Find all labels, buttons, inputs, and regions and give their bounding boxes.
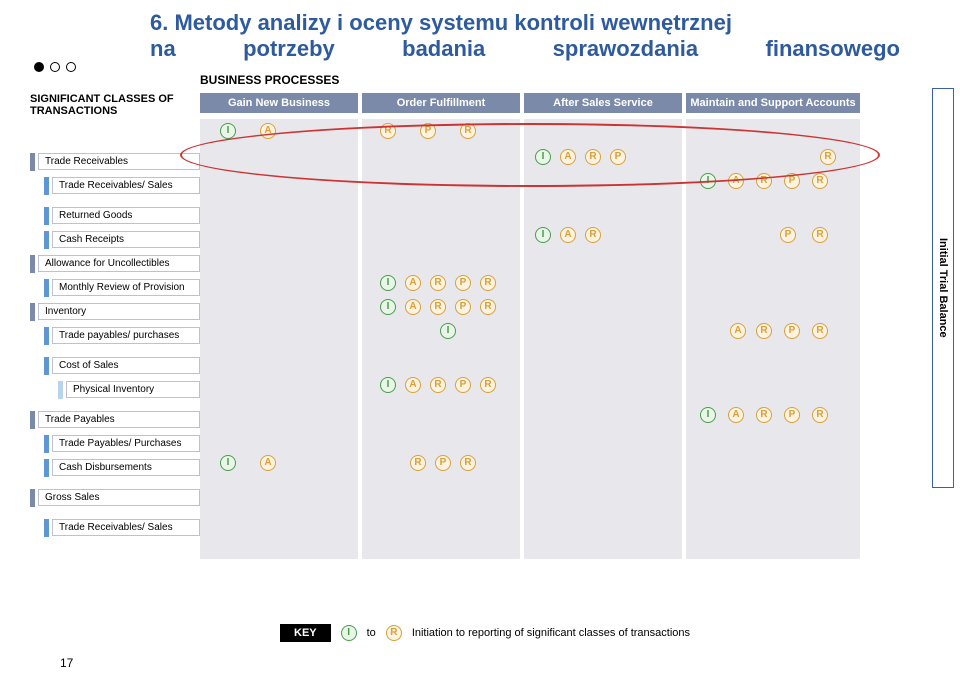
transaction-row: Cost of Sales: [30, 355, 200, 377]
column-header: Gain New Business: [200, 93, 358, 113]
token-r: R: [430, 299, 446, 315]
token-p: P: [784, 173, 800, 189]
bp-label: BUSINESS PROCESSES: [200, 73, 940, 87]
token-r: R: [812, 407, 828, 423]
token-p: P: [780, 227, 796, 243]
transaction-row: Trade Payables: [30, 409, 200, 431]
token-p: P: [610, 149, 626, 165]
transaction-row: Trade Payables/ Purchases: [30, 433, 200, 455]
row-label: Trade Payables/ Purchases: [52, 435, 200, 452]
token-a: A: [730, 323, 746, 339]
transaction-row: Monthly Review of Provision: [30, 277, 200, 299]
bullet-decoration: [34, 62, 82, 75]
token-r: R: [812, 323, 828, 339]
token-a: A: [260, 455, 276, 471]
key-token-r: R: [386, 625, 402, 641]
token-a: A: [728, 173, 744, 189]
token-r: R: [480, 275, 496, 291]
token-r: R: [380, 123, 396, 139]
key-legend: KEY I to R Initiation to reporting of si…: [280, 624, 690, 642]
token-p: P: [784, 407, 800, 423]
row-label: Cash Receipts: [52, 231, 200, 248]
token-a: A: [560, 149, 576, 165]
token-r: R: [812, 173, 828, 189]
row-label: Monthly Review of Provision: [52, 279, 200, 296]
token-p: P: [455, 377, 471, 393]
row-label: Inventory: [38, 303, 200, 320]
transaction-row: Returned Goods: [30, 205, 200, 227]
row-label: Trade Receivables/ Sales: [52, 177, 200, 194]
token-i: I: [380, 377, 396, 393]
token-r: R: [480, 377, 496, 393]
transaction-row: Trade Receivables: [30, 151, 200, 173]
transaction-row: Cash Receipts: [30, 229, 200, 251]
token-i: I: [220, 123, 236, 139]
page-title: 6. Metody analizy i oceny systemu kontro…: [30, 10, 940, 63]
token-p: P: [435, 455, 451, 471]
token-r: R: [430, 275, 446, 291]
token-a: A: [560, 227, 576, 243]
row-label: Cost of Sales: [52, 357, 200, 374]
column-header: After Sales Service: [524, 93, 682, 113]
column-header: Order Fulfillment: [362, 93, 520, 113]
row-label: Trade Receivables: [38, 153, 200, 170]
token-r: R: [756, 323, 772, 339]
transaction-row: Physical Inventory: [30, 379, 200, 401]
transaction-row: Cash Disbursements: [30, 457, 200, 479]
transaction-row: Trade Receivables/ Sales: [30, 517, 200, 539]
token-i: I: [535, 227, 551, 243]
token-r: R: [460, 123, 476, 139]
token-i: I: [440, 323, 456, 339]
token-r: R: [756, 407, 772, 423]
transaction-row: Inventory: [30, 301, 200, 323]
token-i: I: [380, 299, 396, 315]
transaction-row: Trade Receivables/ Sales: [30, 175, 200, 197]
token-p: P: [420, 123, 436, 139]
token-i: I: [700, 407, 716, 423]
token-r: R: [430, 377, 446, 393]
token-a: A: [405, 275, 421, 291]
token-i: I: [220, 455, 236, 471]
row-label: Trade payables/ purchases: [52, 327, 200, 344]
initial-trial-balance-box: Initial Trial Balance: [932, 88, 954, 488]
token-i: I: [535, 149, 551, 165]
transaction-row: Gross Sales: [30, 487, 200, 509]
side-header: SIGNIFICANT CLASSES OF TRANSACTIONS: [30, 93, 200, 119]
key-label: KEY: [280, 624, 331, 642]
token-r: R: [585, 227, 601, 243]
token-r: R: [585, 149, 601, 165]
token-r: R: [820, 149, 836, 165]
token-p: P: [455, 299, 471, 315]
row-label: Physical Inventory: [66, 381, 200, 398]
token-r: R: [460, 455, 476, 471]
row-label: Allowance for Uncollectibles: [38, 255, 200, 272]
token-r: R: [812, 227, 828, 243]
transaction-row: Trade payables/ purchases: [30, 325, 200, 347]
page-number: 17: [60, 656, 73, 670]
row-label: Returned Goods: [52, 207, 200, 224]
token-r: R: [756, 173, 772, 189]
row-label: Gross Sales: [38, 489, 200, 506]
key-token-i: I: [341, 625, 357, 641]
row-label: Cash Disbursements: [52, 459, 200, 476]
token-p: P: [784, 323, 800, 339]
token-r: R: [410, 455, 426, 471]
token-a: A: [405, 377, 421, 393]
token-i: I: [380, 275, 396, 291]
token-a: A: [405, 299, 421, 315]
token-a: A: [260, 123, 276, 139]
row-label: Trade Payables: [38, 411, 200, 428]
token-p: P: [455, 275, 471, 291]
token-r: R: [480, 299, 496, 315]
transaction-row: Allowance for Uncollectibles: [30, 253, 200, 275]
column-header: Maintain and Support Accounts: [686, 93, 860, 113]
token-a: A: [728, 407, 744, 423]
token-i: I: [700, 173, 716, 189]
row-label: Trade Receivables/ Sales: [52, 519, 200, 536]
